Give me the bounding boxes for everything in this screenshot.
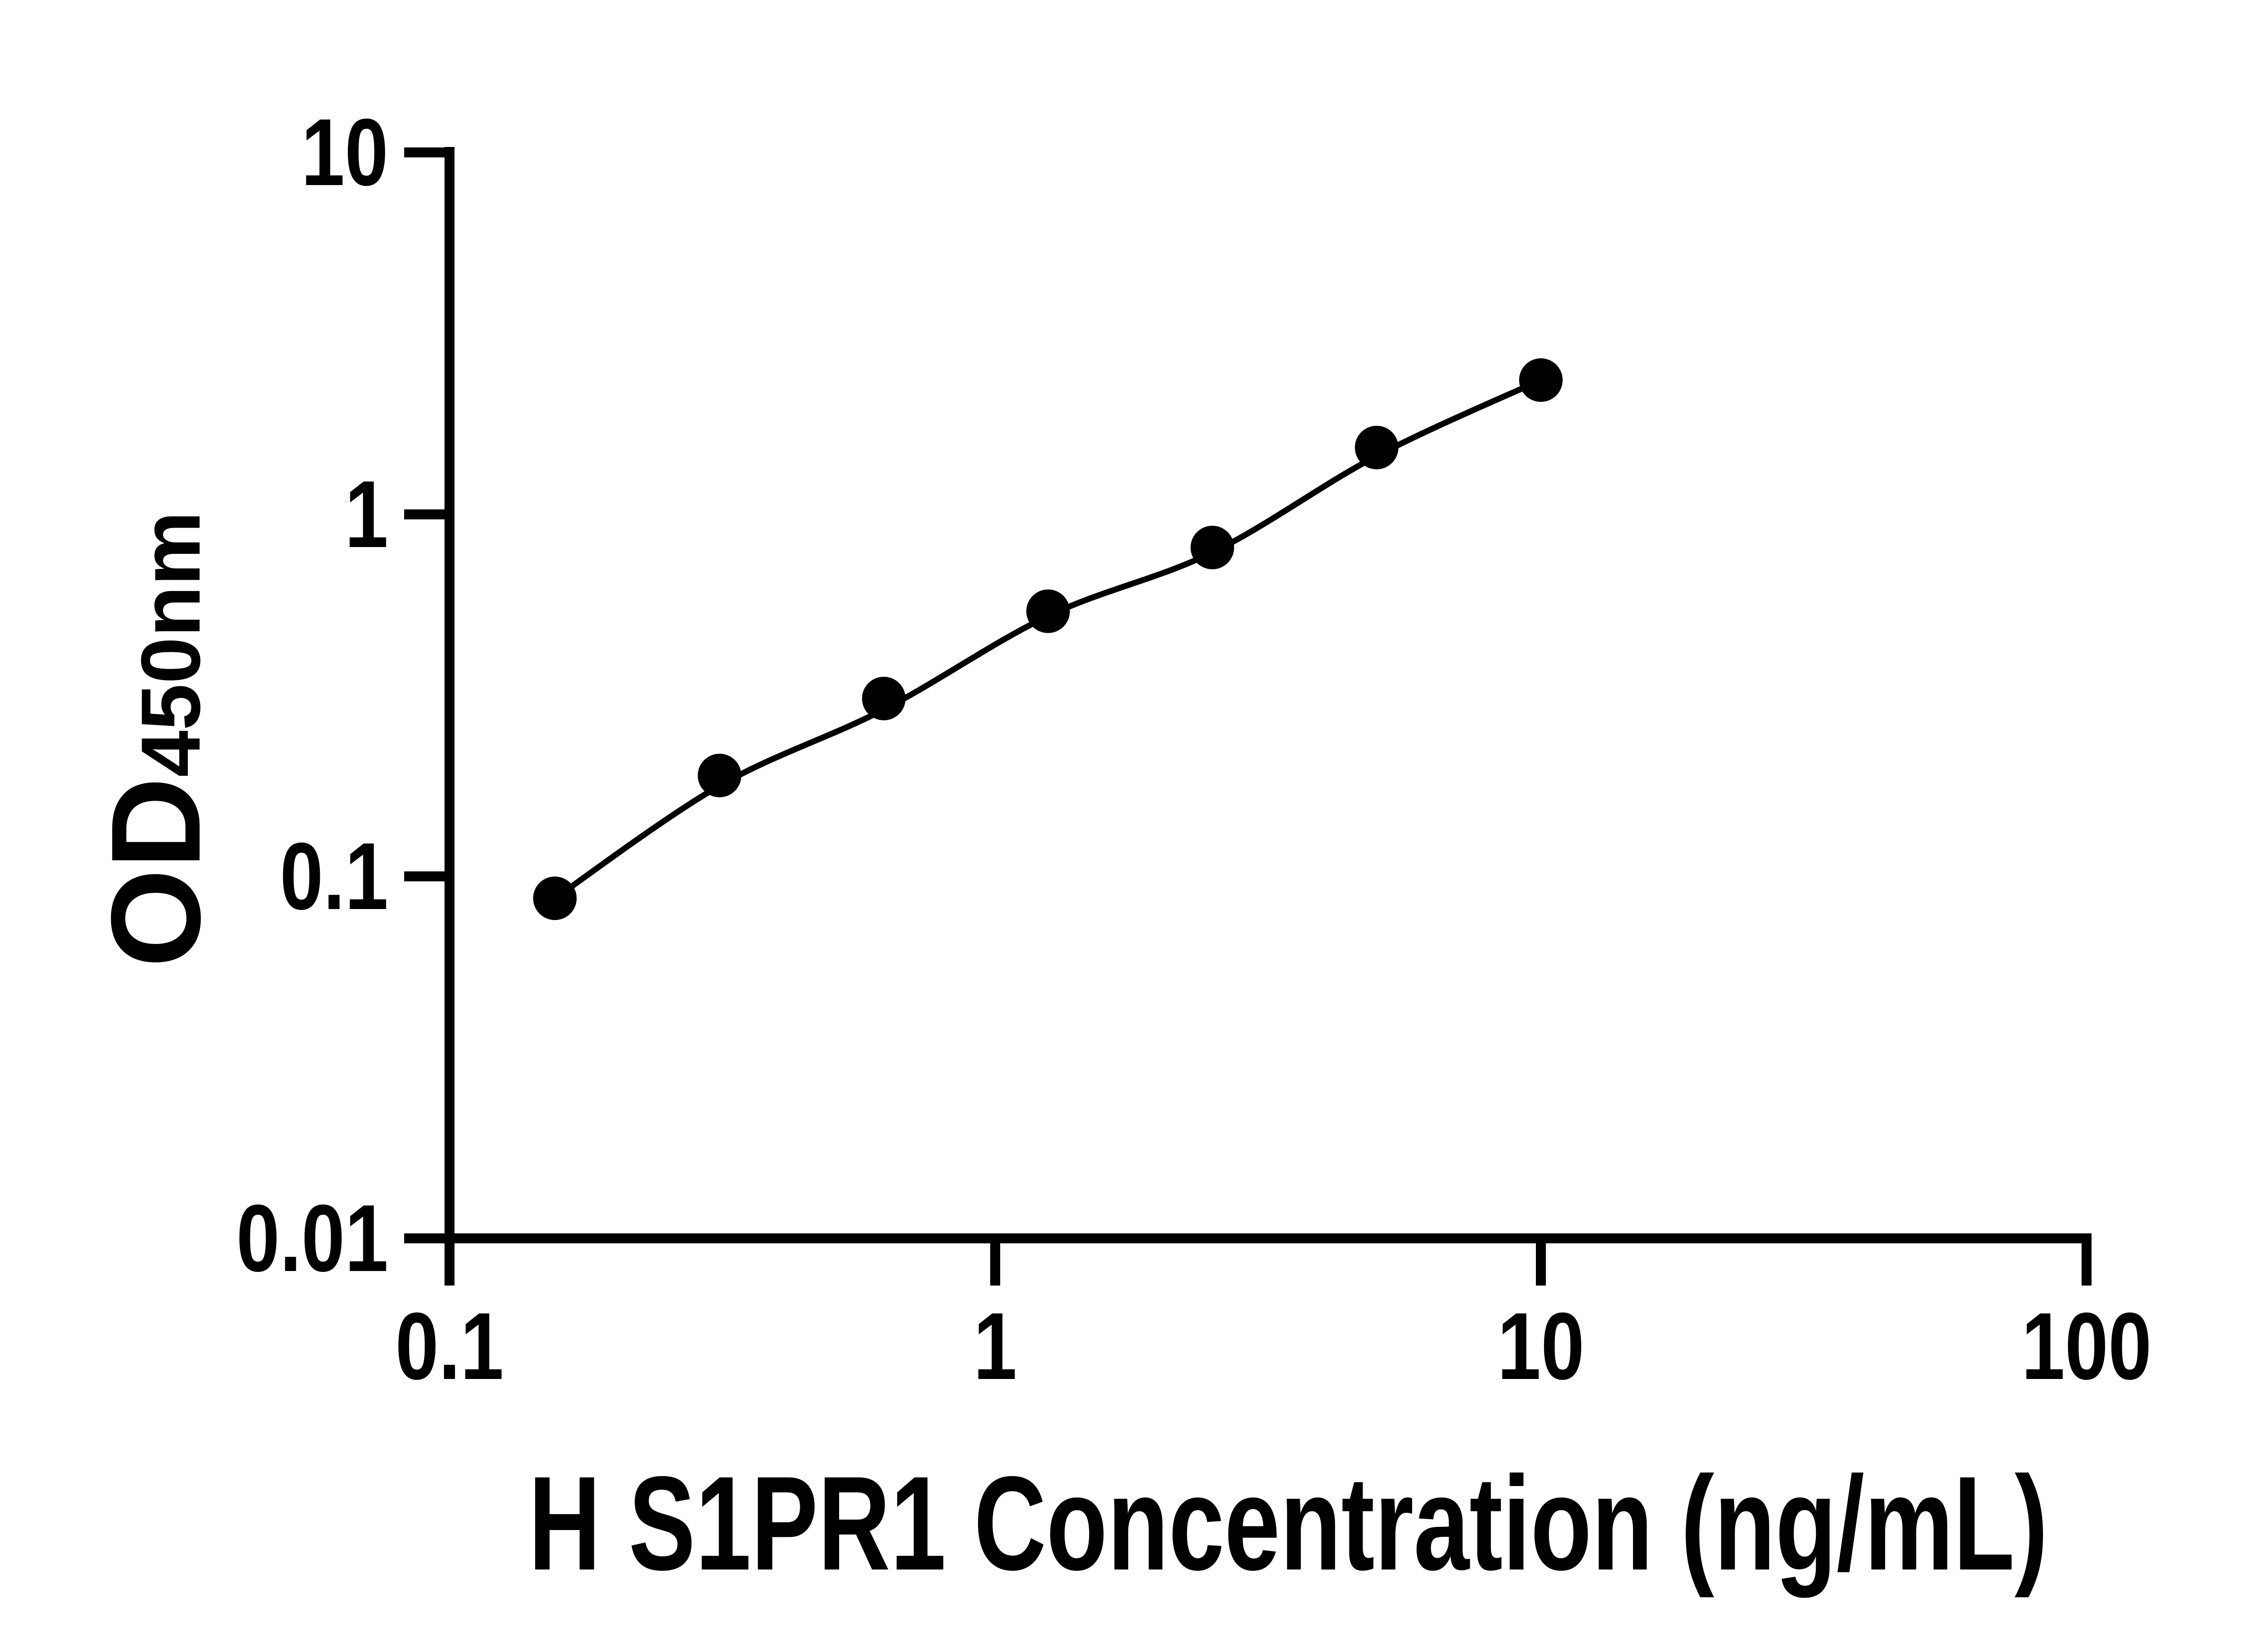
data-point-marker	[698, 753, 742, 797]
data-point-marker	[533, 876, 577, 920]
data-point-marker	[1519, 358, 1563, 402]
x-axis-ticks: 0.1 1 10 100	[396, 1238, 2152, 1399]
x-tick-label: 10	[1497, 1293, 1584, 1399]
x-tick-label: 100	[2022, 1293, 2152, 1399]
y-axis-ticks: 0.01 0.1 1 10	[236, 99, 450, 1291]
data-point-marker	[1354, 425, 1398, 469]
y-tick-label: 1	[345, 461, 388, 567]
data-point-marker	[1190, 526, 1234, 569]
x-tick-label: 1	[973, 1293, 1017, 1399]
y-axis-title-main: OD	[85, 777, 227, 968]
y-tick-label: 0.01	[236, 1185, 388, 1291]
y-axis-title: OD450nm	[85, 511, 227, 968]
x-tick-label: 0.1	[396, 1293, 504, 1399]
x-axis-title: H S1PR1 Concentration (ng/mL)	[528, 1448, 2048, 1599]
y-axis-title-subscript: 450nm	[124, 511, 218, 777]
data-point-marker	[862, 676, 906, 720]
plot-series	[533, 358, 1563, 920]
y-tick-label: 10	[301, 99, 388, 205]
y-tick-label: 0.1	[280, 823, 388, 929]
data-point-marker	[1026, 589, 1070, 633]
